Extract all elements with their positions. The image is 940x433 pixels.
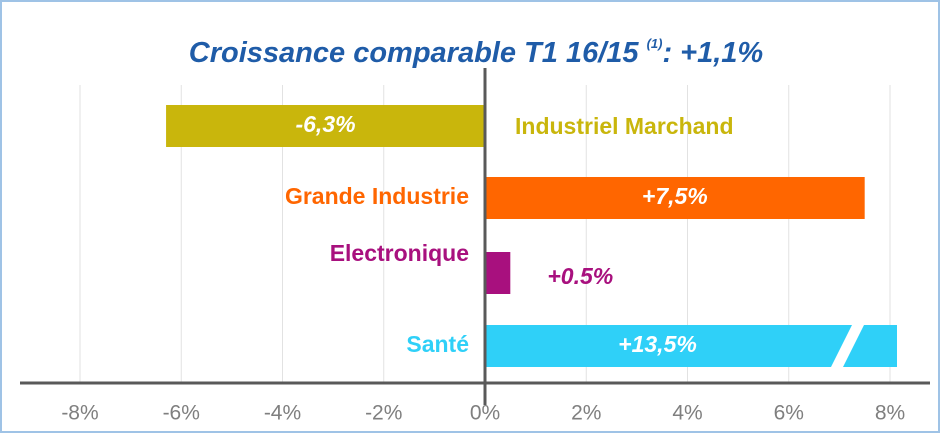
title-note: (1)	[647, 36, 663, 51]
value-label: -6,3%	[295, 111, 355, 137]
x-tick-label: 8%	[875, 402, 905, 425]
category-label: Santé	[406, 331, 469, 357]
x-tick-label: 6%	[774, 402, 804, 425]
axis-break	[830, 323, 865, 369]
bar	[166, 105, 485, 147]
x-tick-label: 0%	[470, 402, 500, 425]
category-label: Grande Industrie	[285, 183, 469, 209]
value-label: +7,5%	[642, 183, 708, 209]
title-suffix: : +1,1%	[662, 37, 763, 69]
x-tick-label: -2%	[365, 402, 402, 425]
bar	[485, 252, 511, 294]
x-tick-label: 2%	[571, 402, 601, 425]
category-label: Industriel Marchand	[515, 113, 734, 139]
x-tick-label: 4%	[672, 402, 702, 425]
bar	[485, 325, 897, 367]
chart-title: Croissance comparable T1 16/15 (1): +1,1…	[189, 36, 763, 68]
x-tick-label: -8%	[61, 402, 98, 425]
title-main: Croissance comparable T1 16/15	[189, 37, 640, 69]
category-label: Electronique	[330, 240, 469, 266]
x-tick-label: -4%	[264, 402, 301, 425]
bar	[485, 177, 865, 219]
value-label: +0.5%	[547, 263, 613, 289]
bars	[166, 105, 897, 367]
x-tick-label: -6%	[163, 402, 200, 425]
value-label: +13,5%	[618, 331, 697, 357]
